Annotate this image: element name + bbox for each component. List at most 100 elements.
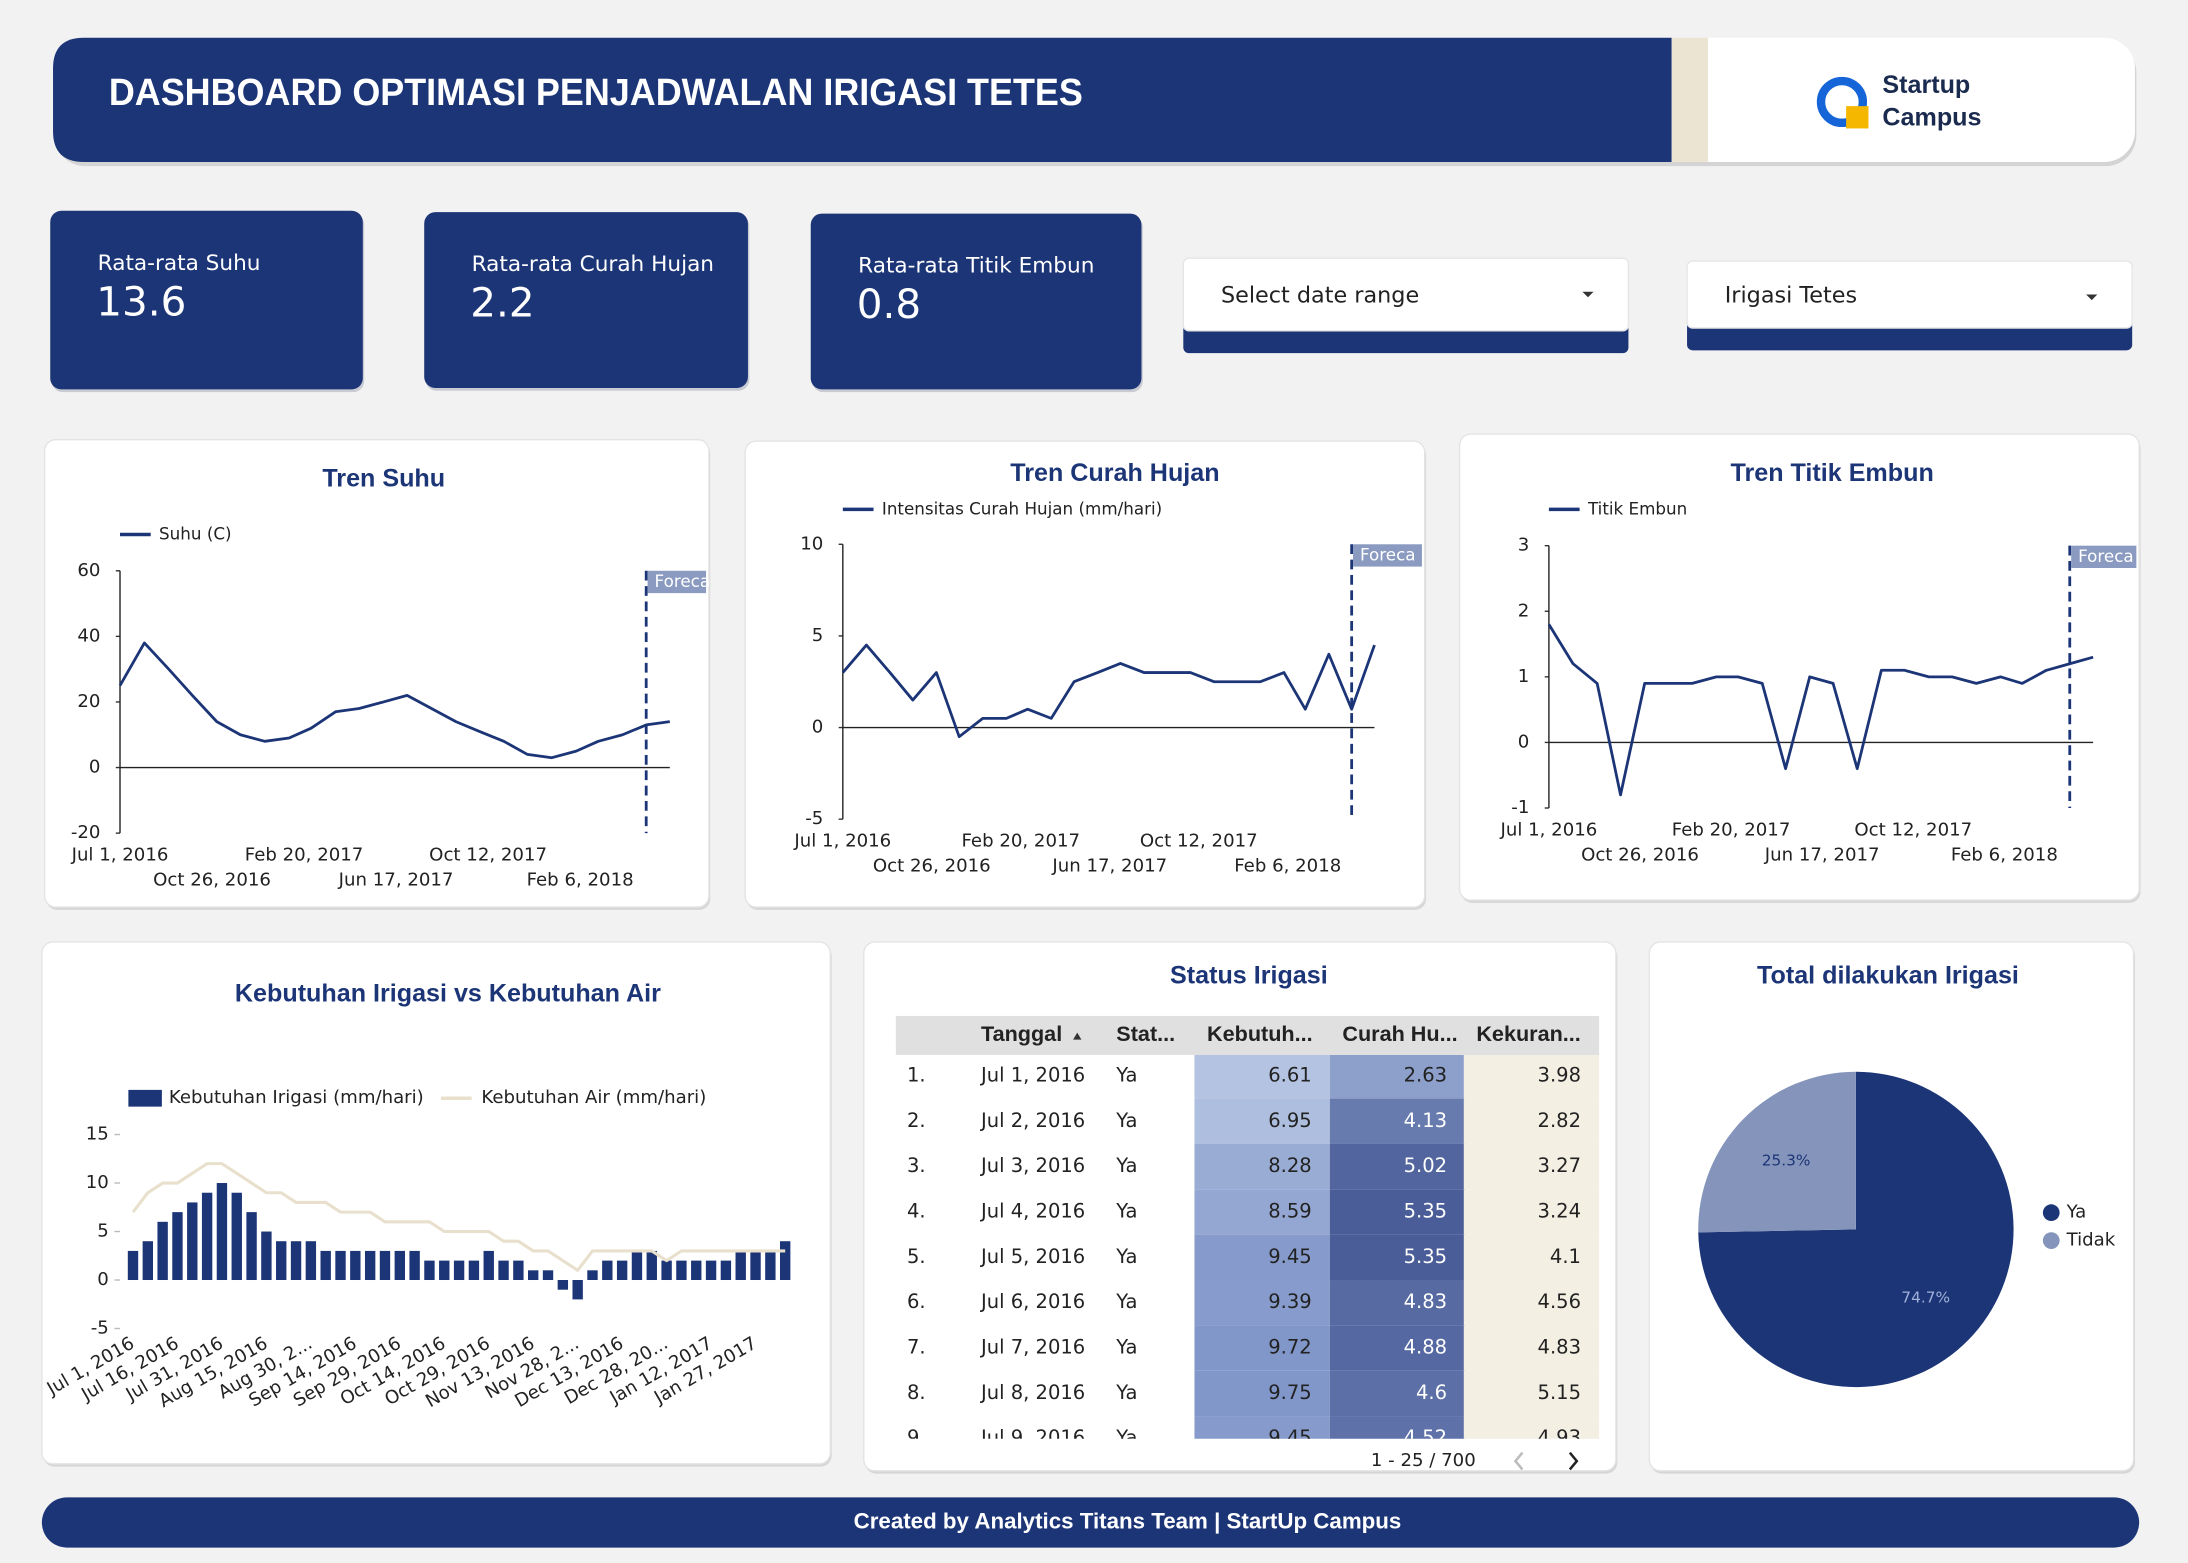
legend-label: Suhu (C)	[159, 524, 232, 544]
bar	[483, 1250, 494, 1281]
cell: 8.28	[1268, 1154, 1311, 1177]
bar	[616, 1260, 628, 1281]
heat-cell	[1194, 1325, 1330, 1371]
column-header[interactable]: Kebutuh...	[1207, 1021, 1313, 1046]
bar	[409, 1250, 420, 1281]
prev-page[interactable]	[1513, 1451, 1524, 1471]
cell: Jul 2, 2016	[979, 1109, 1085, 1132]
x-tick-label: Jul 1, 2016	[793, 831, 891, 852]
x-tick-label: Oct 12, 2017	[1854, 819, 1972, 840]
bar	[676, 1260, 687, 1281]
kpi-label: Rata-rata Curah Hujan	[472, 252, 714, 277]
cell: Jul 4, 2016	[979, 1199, 1085, 1222]
kpi-card	[424, 212, 748, 388]
y-tick-label: -5	[805, 808, 823, 829]
bar	[735, 1250, 746, 1281]
cell: Ya	[1115, 1154, 1137, 1177]
column-header[interactable]: Stat...	[1116, 1021, 1175, 1046]
chart-title: Tren Titik Embun	[1731, 459, 1934, 487]
chart-title: Kebutuhan Irigasi vs Kebutuhan Air	[235, 980, 661, 1008]
cell: Jul 7, 2016	[979, 1336, 1085, 1359]
heat-cell	[1329, 1143, 1466, 1190]
bar	[587, 1270, 598, 1281]
cell: 4.13	[1404, 1109, 1447, 1132]
cell: 9.72	[1268, 1336, 1311, 1359]
cell: 4.93	[1538, 1426, 1581, 1449]
heat-cell	[1329, 1234, 1466, 1281]
row-index: 6.	[907, 1290, 926, 1313]
bar	[602, 1260, 613, 1281]
x-tick-label: Feb 20, 2017	[245, 844, 364, 865]
y-tick-label: 2	[1518, 600, 1530, 621]
card	[41, 941, 831, 1465]
column-header[interactable]: Curah Hu...	[1342, 1021, 1457, 1046]
cell: Ya	[1115, 1245, 1137, 1268]
cell: 5.02	[1404, 1154, 1447, 1177]
legend-label: Ya	[2066, 1202, 2087, 1223]
y-tick-label: -20	[71, 822, 101, 843]
y-tick-label: 10	[800, 533, 823, 554]
legend-label: Kebutuhan Air (mm/hari)	[481, 1087, 706, 1108]
kpi-value: 13.6	[96, 277, 186, 325]
kpi-label: Rata-rata Suhu	[98, 251, 261, 276]
bar	[320, 1250, 331, 1281]
heat-cell	[1463, 1416, 1600, 1439]
bar	[646, 1250, 657, 1281]
header-band	[53, 37, 1672, 162]
filter-text[interactable]: Irigasi Tetes	[1725, 282, 1857, 308]
logo-text: Startup	[1882, 71, 1970, 99]
cell: 3.98	[1538, 1063, 1581, 1086]
bar	[661, 1260, 672, 1281]
card	[43, 438, 710, 908]
filter-dropdown[interactable]	[1686, 260, 2133, 329]
heat-cell	[1194, 1055, 1330, 1099]
heat-cell	[1329, 1189, 1466, 1235]
logo-text: Campus	[1882, 103, 1981, 131]
bar	[528, 1270, 539, 1281]
heat-cell	[1329, 1370, 1466, 1417]
heat-cell	[1194, 1189, 1330, 1235]
column-header[interactable]: Kekuran...	[1476, 1021, 1580, 1046]
legend-label: Titik Embun	[1587, 498, 1687, 518]
heat-cell	[1463, 1098, 1600, 1144]
y-tick-label: 20	[77, 691, 100, 712]
cell: Ya	[1115, 1336, 1137, 1359]
next-page[interactable]	[1568, 1451, 1579, 1471]
bar	[172, 1212, 183, 1281]
legend-swatch	[2042, 1232, 2060, 1249]
bar	[246, 1212, 257, 1281]
y-tick-label: -1	[1511, 797, 1529, 818]
bar	[468, 1260, 480, 1281]
legend-swatch	[128, 1089, 162, 1107]
cell: 5.35	[1404, 1245, 1447, 1268]
cell: Jul 6, 2016	[979, 1290, 1085, 1313]
bar	[364, 1250, 376, 1281]
pie-slice	[1698, 1071, 2014, 1388]
cell: 4.6	[1416, 1381, 1447, 1404]
pagination: 1 - 25 / 700	[1371, 1450, 1476, 1471]
filter-dropdown[interactable]	[1182, 257, 1630, 332]
cell: 6.95	[1268, 1109, 1311, 1132]
x-tick-label: Oct 12, 2017	[429, 844, 547, 865]
data-line	[841, 643, 1376, 739]
x-tick-label: Jun 17, 2017	[1764, 844, 1880, 865]
heat-cell	[1194, 1098, 1330, 1144]
cell: Jul 1, 2016	[979, 1063, 1085, 1086]
filter-text[interactable]: Select date range	[1221, 282, 1419, 308]
row-index: 5.	[907, 1245, 926, 1268]
heat-cell	[1329, 1055, 1466, 1099]
x-tick-label: Oct 26, 2016	[1581, 844, 1699, 865]
row-index: 2.	[907, 1109, 926, 1132]
cell: Jul 9, 2016	[979, 1426, 1085, 1449]
legend-label: Intensitas Curah Hujan (mm/hari)	[882, 498, 1162, 518]
logo-square	[1846, 106, 1869, 129]
x-tick-label: Jul 1, 2016	[71, 844, 169, 865]
cell: 9.45	[1268, 1245, 1311, 1268]
y-tick-label: 40	[77, 625, 100, 646]
forecast-label: Foreca	[1360, 544, 1416, 564]
x-tick-label: Feb 6, 2018	[1234, 856, 1341, 877]
data-line	[131, 1162, 786, 1272]
pie-label: 74.7%	[1901, 1288, 1950, 1306]
heat-cell	[1463, 1234, 1600, 1281]
column-header[interactable]: Tanggal	[981, 1021, 1062, 1046]
